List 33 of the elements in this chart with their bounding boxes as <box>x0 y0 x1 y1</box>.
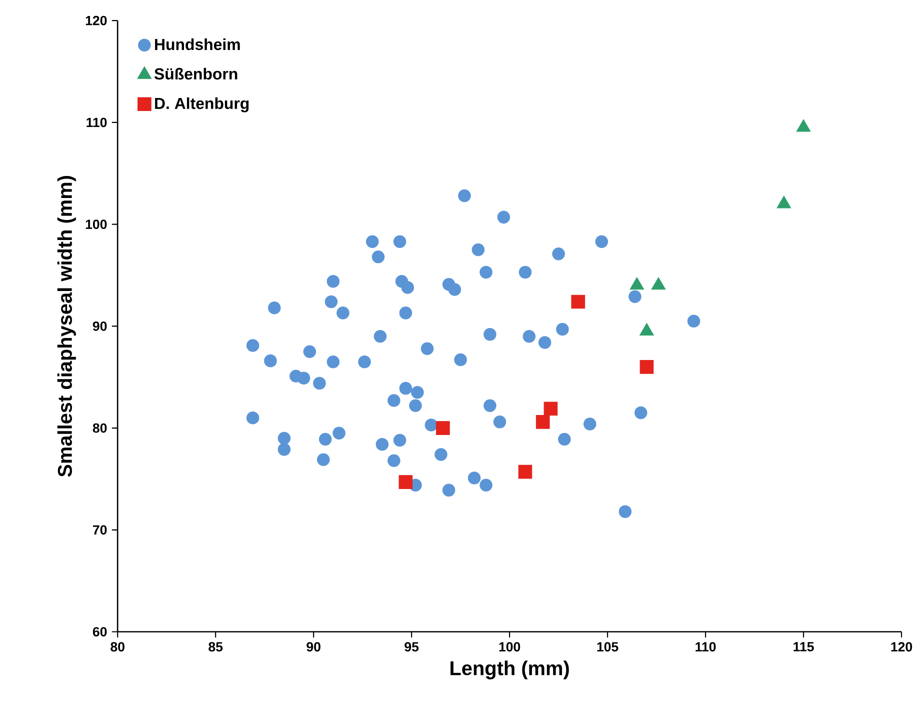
x-tick-label: 110 <box>696 642 716 652</box>
x-tick-label: 100 <box>499 642 520 652</box>
point <box>651 276 666 290</box>
x-tick-label: 90 <box>306 642 320 652</box>
point <box>544 402 558 416</box>
y-tick-label: 100 <box>86 219 107 229</box>
point <box>640 322 654 336</box>
legend-label: Hundsheim <box>155 38 240 50</box>
y-tick-label: 60 <box>92 626 107 636</box>
x-tick-label: 95 <box>404 642 419 652</box>
y-tick-label: 80 <box>92 423 107 433</box>
point <box>398 474 413 489</box>
legend-label: D. Altenburg <box>155 97 249 112</box>
y-tick-label: 90 <box>92 321 107 331</box>
x-tick-label: 80 <box>110 642 124 652</box>
x-axis-title: Length (mm) <box>450 660 569 680</box>
y-tick-label: 70 <box>93 524 107 534</box>
y-tick-label: 120 <box>86 16 107 26</box>
y-tick-label: 110 <box>86 118 107 127</box>
y-axis-title: Smallest diaphyseal width (mm) <box>57 176 76 477</box>
point <box>630 276 644 290</box>
point <box>571 294 586 308</box>
point <box>796 119 811 132</box>
legend-label: Süßenborn <box>154 68 238 80</box>
point <box>640 360 654 374</box>
point <box>536 414 550 429</box>
point <box>518 464 532 479</box>
point <box>436 420 450 435</box>
x-tick-label: 105 <box>597 642 618 652</box>
point <box>776 195 792 208</box>
x-tick-label: 120 <box>891 642 912 652</box>
x-tick-label: 85 <box>208 642 223 652</box>
x-tick-label: 115 <box>794 642 814 652</box>
